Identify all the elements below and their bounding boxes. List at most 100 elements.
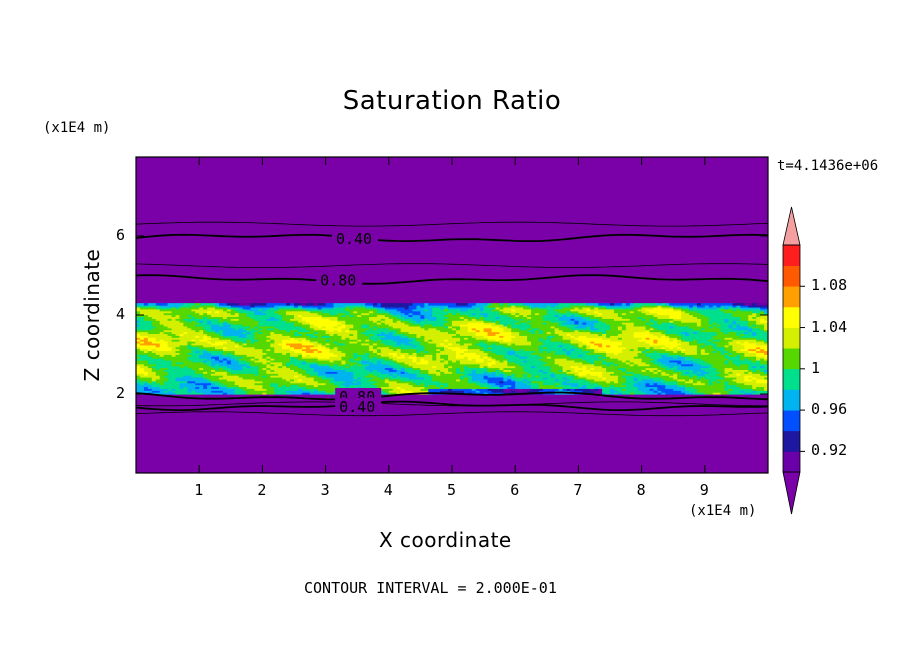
field-cell	[432, 348, 437, 352]
field-cell	[483, 341, 489, 344]
field-cell	[475, 384, 481, 388]
field-cell	[724, 344, 730, 348]
field-cell	[290, 352, 295, 355]
field-cell	[321, 373, 327, 376]
field-cell	[262, 380, 267, 384]
field-cell	[357, 342, 362, 346]
field-cell	[234, 350, 240, 353]
field-cell	[538, 348, 544, 352]
field-cell	[440, 378, 445, 382]
field-cell	[191, 337, 196, 340]
field-cell	[151, 344, 157, 348]
field-cell	[519, 386, 524, 389]
field-cell	[380, 369, 386, 372]
field-cell	[238, 388, 244, 391]
field-cell	[467, 335, 473, 338]
field-cell	[594, 388, 599, 391]
field-cell	[728, 354, 734, 357]
field-cell	[515, 376, 520, 380]
field-cell	[309, 369, 315, 372]
field-cell	[412, 373, 418, 376]
field-cell	[692, 363, 698, 367]
field-cell	[483, 358, 489, 361]
field-cell	[139, 350, 145, 353]
field-cell	[301, 337, 307, 340]
field-cell	[226, 382, 232, 386]
field-cell	[598, 348, 603, 352]
field-cell	[408, 367, 414, 370]
field-cell	[432, 354, 437, 357]
field-cell	[286, 365, 291, 369]
field-cell	[471, 342, 477, 346]
field-cell	[139, 384, 145, 388]
field-cell	[380, 386, 386, 389]
field-cell	[195, 342, 200, 346]
field-cell	[673, 378, 678, 382]
field-cell	[483, 376, 489, 380]
field-cell	[515, 352, 520, 355]
field-cell	[455, 382, 461, 386]
field-cell	[562, 350, 568, 353]
field-cell	[290, 386, 295, 389]
field-cell	[487, 386, 493, 389]
field-cell	[590, 369, 595, 372]
field-cell	[649, 367, 655, 370]
field-cell	[258, 380, 263, 384]
field-cell	[716, 359, 722, 363]
field-cell	[570, 346, 576, 350]
field-cell	[448, 348, 453, 352]
field-cell	[602, 388, 607, 391]
field-cell	[736, 344, 741, 348]
field-cell	[712, 390, 718, 393]
field-cell	[463, 367, 469, 370]
field-cell	[752, 375, 757, 378]
field-cell	[728, 375, 734, 378]
field-cell	[499, 352, 504, 355]
field-cell	[562, 361, 568, 365]
field-cell	[657, 365, 662, 369]
field-cell	[471, 365, 477, 369]
field-cell	[345, 354, 350, 357]
field-cell	[274, 367, 279, 370]
field-cell	[590, 358, 595, 361]
field-cell	[337, 348, 342, 352]
field-cell	[444, 380, 449, 384]
field-cell	[325, 358, 331, 361]
field-cell	[258, 342, 263, 346]
field-cell	[677, 386, 682, 389]
field-cell	[685, 380, 690, 384]
field-cell	[700, 390, 706, 393]
field-cell	[369, 354, 374, 357]
field-cell	[578, 376, 583, 380]
field-cell	[519, 378, 524, 382]
field-cell	[582, 358, 587, 361]
field-cell	[388, 350, 394, 353]
field-cell	[325, 344, 331, 348]
field-cell	[187, 348, 192, 352]
field-cell	[606, 354, 611, 357]
field-cell	[369, 348, 374, 352]
field-cell	[653, 373, 658, 376]
field-cell	[689, 382, 694, 386]
field-cell	[175, 359, 181, 363]
field-cell	[523, 339, 528, 342]
field-cell	[724, 384, 730, 388]
field-cell	[633, 373, 639, 376]
field-cell	[274, 339, 279, 342]
field-cell	[602, 354, 607, 357]
field-cell	[590, 371, 595, 374]
field-cell	[333, 335, 339, 338]
field-cell	[195, 390, 200, 393]
field-cell	[519, 348, 524, 352]
field-cell	[207, 371, 212, 374]
field-cell	[222, 358, 228, 361]
field-cell	[448, 380, 453, 384]
field-cell	[752, 341, 757, 344]
field-cell	[313, 392, 319, 395]
field-cell	[685, 363, 690, 367]
field-cell	[179, 356, 184, 359]
field-cell	[325, 373, 331, 376]
field-cell	[550, 361, 556, 365]
field-cell	[361, 346, 366, 350]
field-cell	[408, 358, 414, 361]
